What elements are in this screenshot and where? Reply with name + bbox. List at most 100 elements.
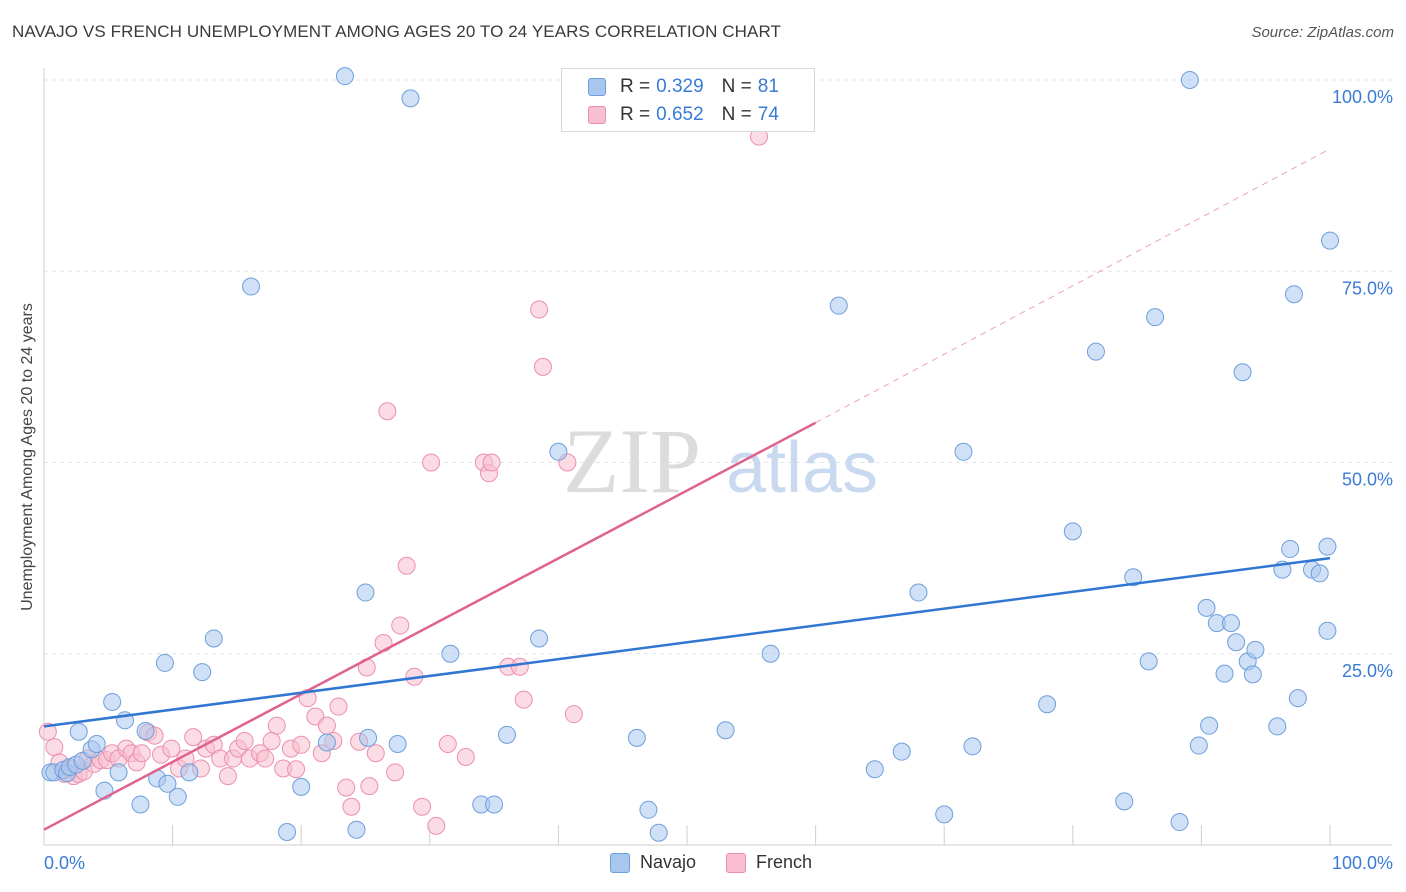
- navajo-point: [1310, 564, 1329, 583]
- n-label: N =: [721, 104, 752, 125]
- french-point: [397, 556, 416, 575]
- navajo-swatch: [588, 78, 606, 96]
- french-point: [427, 816, 446, 835]
- french-point: [456, 748, 475, 767]
- navajo-point: [1189, 736, 1208, 755]
- r-value: 0.329: [656, 76, 704, 97]
- french-point: [342, 797, 361, 816]
- tick-labels: 25.0% 50.0% 75.0% 100.0% 0.0% 100.0%: [44, 87, 1393, 873]
- navajo-point: [155, 653, 174, 672]
- navajo-point: [278, 822, 297, 841]
- navajo-point: [1180, 71, 1199, 89]
- navajo-point: [1170, 813, 1189, 832]
- french-point: [386, 763, 405, 782]
- french-point: [292, 735, 311, 754]
- navajo-point: [292, 777, 311, 796]
- french-point: [337, 778, 356, 797]
- french-point: [391, 616, 410, 635]
- french-point: [530, 300, 549, 319]
- navajo-point: [1318, 621, 1337, 640]
- navajo-point: [485, 795, 504, 814]
- navajo-point: [530, 629, 549, 648]
- legend-row-navajo: R = 0.329 N = 81: [588, 75, 779, 99]
- french-point: [256, 749, 275, 768]
- french-point: [438, 735, 457, 754]
- n-label: N =: [721, 76, 752, 97]
- french-trend-extension: [815, 148, 1331, 424]
- navajo-point: [1200, 716, 1219, 735]
- french-point: [132, 744, 151, 763]
- navajo-point: [335, 67, 354, 86]
- navajo-point: [639, 800, 658, 819]
- navajo-point: [347, 820, 366, 839]
- navajo-point: [761, 644, 780, 663]
- french-point: [413, 797, 432, 816]
- navajo-point: [1139, 652, 1158, 671]
- navajo-point: [1318, 537, 1337, 556]
- navajo-point: [1284, 285, 1303, 304]
- navajo-point: [865, 760, 884, 779]
- navajo-point: [892, 742, 911, 761]
- navajo-point: [168, 787, 187, 806]
- french-point: [514, 690, 533, 709]
- navajo-point: [829, 296, 848, 315]
- navajo-point: [1197, 598, 1216, 617]
- navajo-point: [193, 663, 212, 682]
- legend-item-french[interactable]: French: [726, 852, 812, 873]
- navajo-point: [242, 277, 261, 296]
- series-legend: Navajo French: [610, 852, 842, 873]
- navajo-point: [627, 728, 646, 747]
- navajo-point: [388, 735, 407, 754]
- navajo-point: [1288, 689, 1307, 708]
- navajo-point: [963, 737, 982, 756]
- navajo-point: [204, 629, 223, 648]
- navajo-point: [935, 805, 954, 824]
- r-label: R =: [620, 76, 651, 97]
- french-point: [317, 716, 336, 735]
- french-point: [45, 738, 64, 757]
- navajo-point: [1233, 363, 1252, 382]
- x-tick-label: 0.0%: [44, 853, 85, 873]
- french-trend-line: [43, 421, 817, 831]
- y-tick-label: 75.0%: [1342, 278, 1393, 298]
- r-label: R =: [620, 104, 651, 125]
- correlation-legend: R = 0.329 N = 81 R = 0.652 N = 74: [561, 68, 815, 132]
- chart-title: NAVAJO VS FRENCH UNEMPLOYMENT AMONG AGES…: [12, 22, 782, 41]
- french-point: [360, 777, 379, 796]
- navajo-point: [649, 823, 668, 842]
- french-point: [366, 744, 385, 763]
- navajo-point: [497, 725, 516, 744]
- navajo-point: [1221, 614, 1240, 633]
- legend-label-navajo: Navajo: [640, 852, 697, 872]
- french-point: [262, 731, 281, 750]
- french-point: [422, 453, 441, 472]
- french-point: [378, 402, 397, 421]
- navajo-point: [1215, 664, 1234, 683]
- navajo-point: [549, 442, 568, 461]
- navajo-point: [441, 644, 460, 663]
- navajo-point: [716, 721, 735, 740]
- navajo-point: [1146, 308, 1165, 327]
- navajo-point: [401, 89, 420, 108]
- x-tick-label: 100.0%: [1332, 853, 1393, 873]
- navajo-point: [317, 733, 336, 752]
- navajo-point: [1086, 342, 1105, 361]
- navajo-trend-line: [43, 556, 1331, 728]
- legend-row-french: R = 0.652 N = 74: [588, 103, 779, 127]
- navajo-point: [909, 583, 928, 602]
- french-swatch: [588, 106, 606, 124]
- french-swatch: [726, 852, 747, 873]
- navajo-point: [158, 774, 177, 793]
- source-label: Source: ZipAtlas.com: [1251, 24, 1394, 41]
- french-point: [235, 731, 254, 750]
- french-point: [533, 357, 552, 376]
- navajo-point: [180, 763, 199, 782]
- navajo-point: [1063, 522, 1082, 541]
- n-value: 81: [757, 76, 779, 97]
- navajo-point: [1038, 695, 1057, 714]
- navajo-point: [103, 692, 122, 711]
- legend-item-navajo[interactable]: Navajo: [610, 852, 696, 873]
- grid-lines: [44, 79, 1392, 655]
- navajo-point: [69, 722, 88, 741]
